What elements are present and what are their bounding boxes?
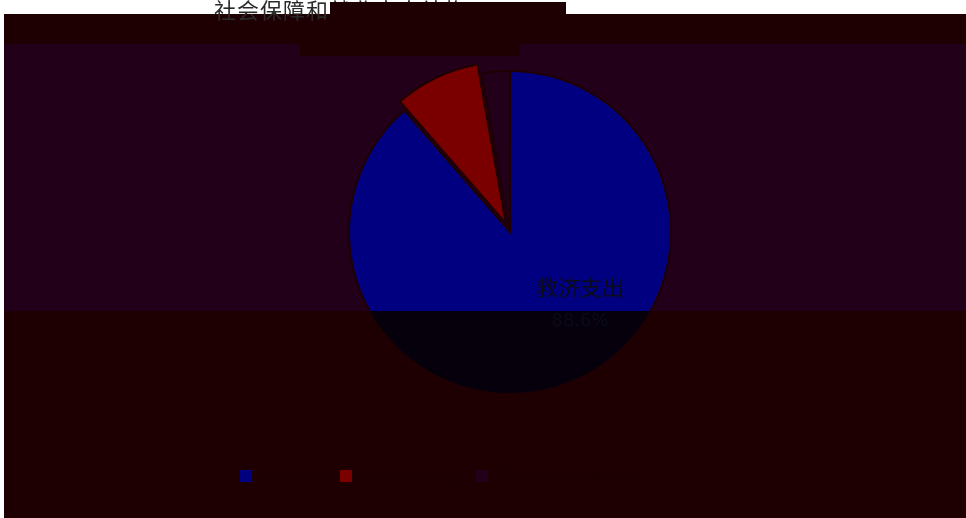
legend-swatch-employment bbox=[340, 470, 352, 482]
legend-item-other[interactable]: 其他社会保障支出 bbox=[476, 463, 638, 489]
legend-label-employment: 就业补助支出 bbox=[358, 467, 466, 488]
data-label-name: 救济支出 bbox=[536, 277, 624, 302]
legend-label-relief: 救济支出 bbox=[258, 467, 330, 488]
pie-slice-other[interactable] bbox=[480, 69, 511, 233]
title-overlay bbox=[330, 2, 566, 24]
data-label-value: 88.6% bbox=[551, 310, 608, 331]
legend-item-employment[interactable]: 就业补助支出 bbox=[340, 463, 466, 489]
pie-slice-employment[interactable] bbox=[398, 63, 508, 227]
legend-swatch-relief bbox=[240, 470, 252, 482]
legend: 救济支出 就业补助支出 其他社会保障支出 bbox=[240, 464, 638, 488]
background-band-title-strip bbox=[300, 44, 520, 56]
legend-item-relief[interactable]: 救济支出 bbox=[240, 463, 330, 489]
legend-label-other: 其他社会保障支出 bbox=[494, 467, 638, 488]
legend-swatch-other bbox=[476, 470, 488, 482]
pie-shade-overlay bbox=[349, 311, 671, 393]
